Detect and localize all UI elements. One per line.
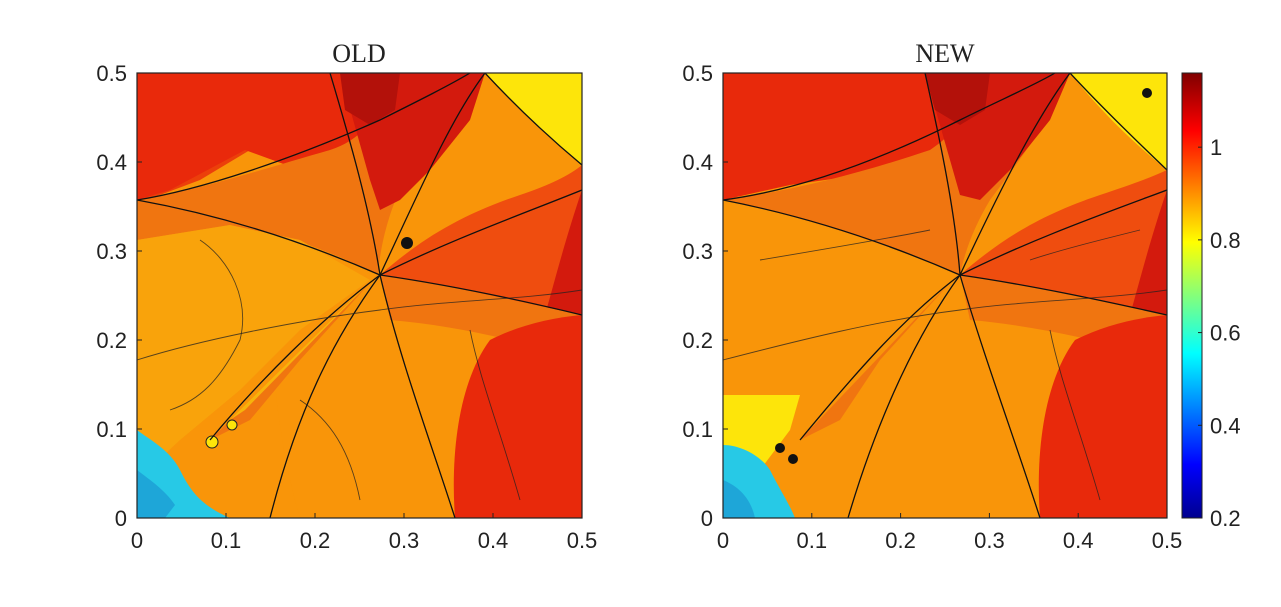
- colorbar-tick-label: 0.6: [1210, 321, 1241, 346]
- y-tick-label: 0.3: [682, 239, 713, 264]
- region-lower-right-red: [1038, 315, 1167, 518]
- y-tick-label: 0.5: [682, 61, 713, 86]
- x-tick-label: 0.2: [885, 528, 916, 553]
- plot-frame-old: [136, 72, 583, 519]
- x-tick-label: 0.3: [389, 528, 420, 553]
- panel-old: OLD: [96, 39, 597, 553]
- x-tick-label: 0.3: [974, 528, 1005, 553]
- x-axis-new: 0 0.1 0.2 0.3 0.4 0.5: [717, 513, 1182, 553]
- vortex-blob-2: [788, 454, 798, 464]
- x-tick-label: 0.1: [211, 528, 242, 553]
- region-bottom-left-blue: [137, 470, 175, 518]
- x-tick-label: 0.4: [1063, 528, 1094, 553]
- colorbar-gradient: [1181, 72, 1203, 519]
- colorbar-tick-label: 0.8: [1210, 228, 1241, 253]
- x-axis-old: 0 0.1 0.2 0.3 0.4 0.5: [131, 513, 597, 553]
- contour-line-4: [1049, 329, 1101, 501]
- region-upper-left-red-2: [137, 73, 250, 200]
- colorbar-tick-label: 0.4: [1210, 413, 1241, 438]
- panel-new: NEW: [682, 39, 1182, 553]
- vortex-marker-new: [1142, 88, 1152, 98]
- region-top-right-yellow: [1070, 73, 1167, 170]
- contour-line-2: [169, 239, 244, 411]
- y-tick-label: 0.4: [682, 150, 713, 175]
- colorbar-tick-label: 0.2: [1210, 506, 1241, 531]
- region-top-deep-red: [925, 73, 990, 125]
- vortex-marker: [401, 237, 413, 249]
- y-tick-label: 0: [115, 506, 127, 531]
- edge-6: [209, 189, 582, 441]
- chart-title-old: OLD: [332, 39, 385, 68]
- colorbar-tick-label: 1: [1210, 135, 1222, 160]
- x-tick-label: 0.4: [478, 528, 509, 553]
- region-right-red-orange: [960, 170, 1167, 315]
- y-tick-label: 0.4: [96, 150, 127, 175]
- contour-line-1: [723, 289, 1167, 361]
- region-lower-right-red: [453, 315, 582, 518]
- chart-title-new: NEW: [915, 39, 975, 68]
- edge-3: [1069, 73, 1167, 171]
- region-top-deep-red: [340, 73, 400, 125]
- x-tick-label: 0.2: [300, 528, 331, 553]
- region-right-red: [1130, 190, 1167, 315]
- edge-6: [799, 189, 1167, 441]
- contour-line-2: [759, 229, 931, 261]
- blob-yellow-2: [226, 419, 238, 431]
- x-tick-label: 0.1: [797, 528, 828, 553]
- x-tick-label: 0.5: [567, 528, 598, 553]
- contour-field-old: [137, 73, 582, 518]
- y-tick-label: 0.5: [96, 61, 127, 86]
- region-jet-orange: [800, 272, 960, 440]
- y-axis-new: 0 0.1 0.2 0.3 0.4 0.5: [682, 61, 728, 531]
- vortex-blob-1: [775, 443, 785, 453]
- blob-yellow-1: [205, 435, 219, 449]
- edge-3: [484, 73, 582, 166]
- contour-line-1: [137, 289, 582, 361]
- region-right-red-orange: [380, 165, 582, 315]
- y-axis-old: 0 0.1 0.2 0.3 0.4 0.5: [96, 61, 142, 531]
- plot-frame-new: [722, 72, 1168, 519]
- y-tick-label: 0.2: [682, 328, 713, 353]
- colorbar: 0.2 0.4 0.6 0.8 1: [1181, 72, 1241, 531]
- x-tick-label: 0: [717, 528, 729, 553]
- y-tick-label: 0.3: [96, 239, 127, 264]
- x-tick-label: 0.5: [1152, 528, 1183, 553]
- contour-field-new: [723, 73, 1167, 518]
- contour-line-3: [299, 399, 361, 501]
- region-left-band: [137, 200, 380, 275]
- contour-line-3: [1029, 229, 1141, 261]
- region-jet-yellow: [230, 272, 380, 420]
- colorbar-ticks: 0.2 0.4 0.6 0.8 1: [1198, 135, 1241, 531]
- contour-line-4: [469, 329, 521, 501]
- y-tick-label: 0: [701, 506, 713, 531]
- x-tick-label: 0: [131, 528, 143, 553]
- region-left-amber: [137, 225, 370, 480]
- region-right-red: [545, 190, 582, 315]
- region-bottom-left-blue: [723, 480, 755, 518]
- y-tick-label: 0.1: [682, 417, 713, 442]
- region-top-right-yellow: [485, 73, 582, 165]
- y-tick-label: 0.1: [96, 417, 127, 442]
- y-tick-label: 0.2: [96, 328, 127, 353]
